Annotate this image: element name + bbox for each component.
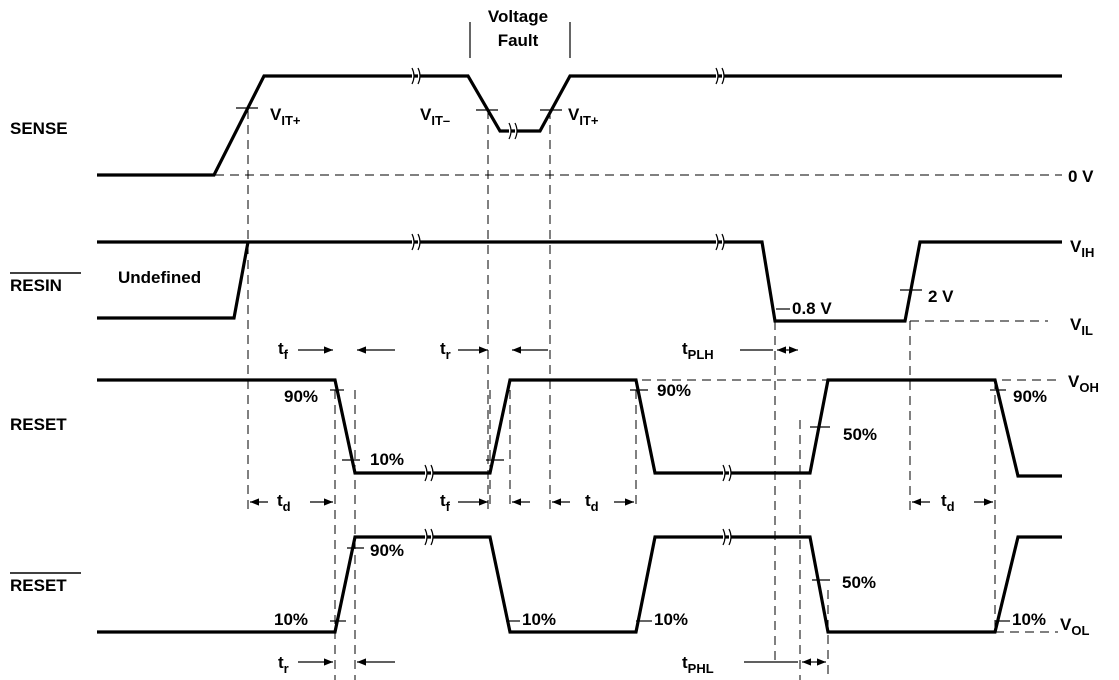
reset-50pct-label: 50% [843, 425, 877, 444]
resin-waveform-low [97, 241, 250, 320]
vih-label: VIH [1070, 237, 1094, 260]
tplh-label: tPLH [682, 339, 714, 362]
td-label-3: td [941, 491, 955, 514]
reset-waveform [97, 378, 1062, 478]
reset-90pct-label-1: 90% [284, 387, 318, 406]
tphl-label: tPHL [682, 653, 714, 676]
tf-label-2: tf [440, 491, 451, 514]
td-label-2: td [585, 491, 599, 514]
voltage-fault-label-2: Fault [498, 31, 539, 50]
resetbar-10pct-label-4: 10% [1012, 610, 1046, 629]
resetbar-10pct-label-2: 10% [522, 610, 556, 629]
sense-waveform [97, 74, 1062, 177]
resetbar-10pct-label-3: 10% [654, 610, 688, 629]
sense-breaks [411, 67, 725, 140]
two-volt-label: 2 V [928, 287, 954, 306]
vol-label: VOL [1060, 615, 1089, 638]
reset-bar-breaks [424, 528, 732, 546]
resin-waveform [97, 240, 1062, 323]
reset-90pct-label-3: 90% [1013, 387, 1047, 406]
voh-label: VOH [1068, 372, 1099, 395]
zero-eight-volt-label: 0.8 V [792, 299, 832, 318]
resetbar-90pct-label: 90% [370, 541, 404, 560]
td-label-1: td [277, 491, 291, 514]
vit-plus-label-1: VIT+ [270, 105, 301, 128]
reset-bar-waveform [97, 535, 1062, 634]
vit-plus-label-2: VIT+ [568, 105, 599, 128]
signal-label-resin: RESIN [10, 276, 62, 295]
resetbar-50pct-label: 50% [842, 573, 876, 592]
signal-label-reset: RESET [10, 415, 67, 434]
signal-label-sense: SENSE [10, 119, 68, 138]
reset-10pct-label-1: 10% [370, 450, 404, 469]
resin-breaks [411, 233, 725, 251]
reset-breaks [424, 464, 732, 482]
vil-label: VIL [1070, 315, 1093, 338]
reset-90pct-label-2: 90% [657, 381, 691, 400]
tr-label-1: tr [440, 339, 451, 362]
tr-label-2: tr [278, 653, 289, 676]
voltage-fault-label-1: Voltage [488, 7, 548, 26]
zero-volt-label: 0 V [1068, 167, 1094, 186]
signal-label-reset-bar: RESET [10, 576, 67, 595]
tf-label-1: tf [278, 339, 289, 362]
vit-minus-label: VIT– [420, 105, 450, 128]
undefined-label: Undefined [118, 268, 201, 287]
resetbar-10pct-label-1: 10% [274, 610, 308, 629]
